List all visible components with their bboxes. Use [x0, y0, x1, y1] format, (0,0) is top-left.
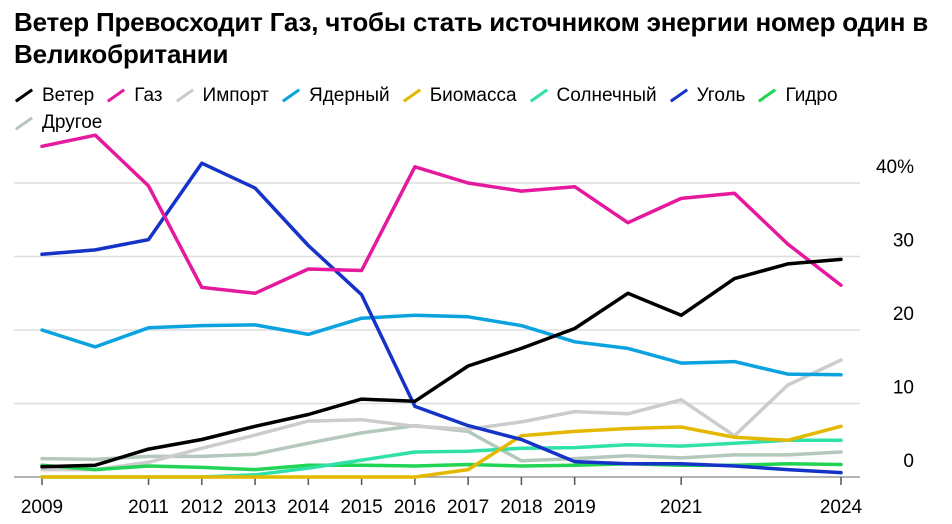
legend-label: Ядерный — [308, 84, 390, 106]
legend-item: Газ — [106, 84, 163, 108]
x-tick-label: 2011 — [128, 497, 169, 518]
series-line-газ — [40, 133, 843, 296]
legend-label: Солнечный — [556, 84, 657, 106]
x-tick-label: 2017 — [447, 497, 489, 518]
legend-item: Ядерный — [281, 84, 390, 108]
series-line-ядерный — [40, 313, 843, 377]
y-tick-label: 10 — [893, 378, 914, 399]
legend-label: Ветер — [42, 84, 95, 106]
series-line-ветер — [40, 257, 843, 469]
x-tick-label: 2016 — [394, 497, 436, 518]
legend-label: Гидро — [785, 84, 838, 106]
legend-label: Биомасса — [429, 84, 517, 106]
x-tick-label: 2021 — [660, 497, 702, 518]
legend-item: Импорт — [175, 84, 269, 108]
legend-item: Другое — [14, 111, 102, 135]
x-tick-label: 2013 — [234, 497, 276, 518]
x-tick-label: 2024 — [820, 497, 863, 518]
series-line-уголь — [40, 161, 843, 475]
legend-item: Ветер — [14, 84, 94, 108]
series-line-биомасса — [40, 424, 843, 479]
series-line-импорт — [40, 358, 843, 472]
legend-item: Солнечный — [529, 84, 657, 108]
legend-label: Уголь — [696, 84, 746, 106]
chart-title: Ветер Превосходит Газ, чтобы стать источ… — [14, 7, 929, 69]
x-tick-label: 2009 — [21, 497, 63, 518]
x-tick-label: 2014 — [287, 497, 330, 518]
legend-label: Газ — [134, 84, 163, 106]
x-tick-label: 2012 — [181, 497, 223, 518]
x-tick-label: 2019 — [554, 497, 596, 518]
x-tick-label: 2015 — [340, 497, 382, 518]
legend-item: Уголь — [669, 84, 746, 108]
legend-label: Другое — [42, 112, 103, 133]
legend-label: Импорт — [202, 84, 269, 106]
y-tick-label: 30 — [893, 231, 914, 252]
chart-legend: Ветер Газ Импорт Ядерный Биомасса Солнечный Уг… — [14, 80, 934, 135]
y-tick-label: 20 — [893, 304, 914, 325]
x-tick-label: 2018 — [500, 497, 542, 518]
legend-item: Гидро — [757, 84, 838, 108]
y-tick-label: 40% — [876, 157, 914, 178]
y-tick-label: 0 — [903, 451, 914, 472]
legend-item: Биомасса — [402, 84, 517, 108]
